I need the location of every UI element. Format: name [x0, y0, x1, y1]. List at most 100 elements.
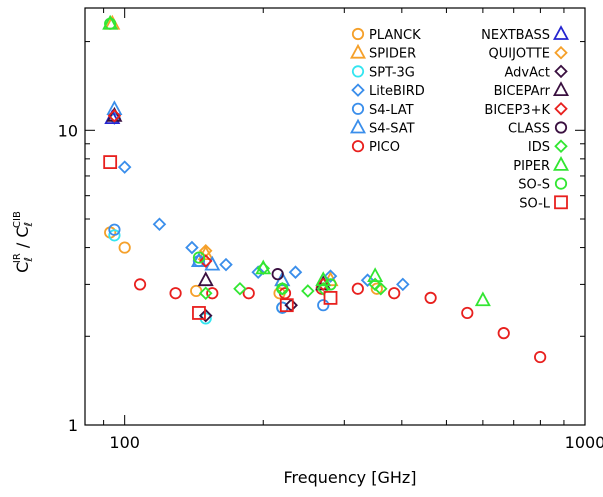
legend-entry-so-l: SO-L [519, 195, 568, 211]
legend: PLANCK SPIDER SPT-3G LiteBIRD S4-LAT S4-SAT PI… [349, 25, 570, 211]
legend-entry-litebird: LiteBIRD [351, 83, 425, 99]
legend-entry-nextbass: NEXTBASS [481, 25, 570, 43]
data-point-pico [242, 287, 255, 300]
legend-entry-s4-sat: S4-SAT [349, 118, 415, 137]
y-axis-sup1: IR [12, 253, 23, 263]
data-point-bicep3-k [316, 277, 331, 292]
x-tick-label: 1000 [565, 433, 603, 452]
series-piper [102, 14, 491, 307]
legend-label: S4-LAT [369, 103, 414, 118]
data-point-pico [534, 350, 547, 364]
data-point-pico [206, 287, 219, 300]
data-point-spt-3g [108, 229, 121, 242]
legend-label: SO-L [519, 196, 551, 211]
legend-marker [552, 156, 570, 171]
data-point-litebird [185, 240, 199, 255]
x-tick-label: 100 [109, 433, 140, 452]
series-litebird [107, 111, 410, 292]
data-point-s4-lat [317, 299, 330, 312]
data-point-so-l [192, 306, 206, 320]
data-point-so-s [192, 251, 206, 264]
legend-entry-advact: AdvAct [504, 64, 568, 80]
data-point-piper [474, 291, 491, 307]
legend-label: BICEPArr [494, 84, 551, 99]
data-point-piper [315, 271, 332, 287]
series-biceparr [106, 106, 332, 291]
data-point-litebird [251, 265, 265, 279]
legend-marker [351, 140, 365, 153]
legend-marker [351, 27, 365, 41]
y-axis-c2: C [13, 226, 32, 237]
legend-entry-planck: PLANCK [351, 27, 421, 43]
axes: 100 1000 1 10 [58, 7, 603, 452]
legend-entry-class: CLASS [508, 121, 568, 137]
legend-label: SPIDER [369, 47, 416, 62]
data-point-so-l [323, 290, 338, 305]
legend-marker [554, 177, 568, 190]
data-point-litebird [360, 273, 375, 287]
y-axis-c1: C [13, 262, 32, 273]
data-point-ids [198, 286, 213, 300]
legend-marker [554, 102, 568, 116]
data-point-planck [370, 282, 383, 295]
legend-label: BICEP3+K [484, 103, 550, 118]
data-point-litebird [117, 160, 132, 174]
data-point-pico [351, 282, 364, 295]
series-bicep3-k [107, 109, 331, 292]
data-point-pico [424, 291, 437, 304]
data-point-bicep3-k [198, 254, 213, 268]
series-so-l [103, 155, 338, 320]
data-point-biceparr [197, 271, 214, 287]
data-point-litebird [323, 269, 338, 283]
y-tick-label: 1 [68, 416, 78, 435]
data-point-ids [368, 277, 382, 292]
legend-marker [554, 121, 568, 134]
legend-marker [554, 45, 568, 60]
data-point-piper [367, 267, 384, 283]
legend-label: IDS [528, 140, 550, 155]
legend-marker [552, 81, 570, 96]
data-point-planck [190, 284, 203, 298]
legend-entry-piper: PIPER [513, 156, 570, 174]
data-point-litebird [396, 277, 410, 292]
data-point-s4-lat [108, 223, 121, 236]
legend-label: S4-SAT [369, 122, 415, 137]
y-axis-sub2: ℓ [22, 222, 35, 228]
series-s4-sat [106, 100, 332, 291]
plot-frame [84, 7, 586, 426]
data-point-litebird [152, 217, 167, 232]
legend-entry-biceparr: BICEPArr [494, 81, 570, 99]
data-point-pico [169, 287, 182, 300]
legend-marker [351, 65, 365, 78]
legend-marker [554, 139, 568, 153]
legend-label: PIPER [513, 159, 550, 174]
data-point-pico [461, 306, 474, 320]
data-point-so-s [104, 17, 117, 30]
legend-marker [351, 102, 365, 115]
legend-entry-bicep3-k: BICEP3+K [484, 102, 568, 118]
data-point-bicep3-k [107, 109, 122, 123]
data-point-pico [133, 278, 147, 291]
y-axis-title: CℓIR / CℓCIB [12, 211, 35, 273]
legend-label: PLANCK [369, 28, 421, 43]
legend-marker [552, 25, 570, 40]
data-point-class [271, 268, 284, 281]
data-point-pico [497, 327, 510, 340]
data-point-piper [255, 259, 272, 275]
legend-marker [351, 83, 365, 97]
legend-marker [349, 118, 367, 134]
legend-entry-spider: SPIDER [349, 43, 416, 62]
series-spider [104, 14, 339, 287]
y-axis-sub1: ℓ [22, 257, 35, 263]
legend-label: SPT-3G [369, 65, 415, 80]
data-point-litebird [288, 265, 303, 279]
legend-marker [554, 64, 568, 79]
x-axis-title: Frequency [GHz] [283, 468, 416, 487]
data-point-planck [118, 241, 131, 254]
svg-text:CℓIR / CℓCIB: CℓIR / CℓCIB [12, 211, 35, 273]
data-point-ids [373, 281, 388, 296]
legend-label: AdvAct [504, 65, 550, 80]
data-point-ids [301, 284, 315, 298]
y-axis-slash: / [13, 238, 32, 254]
